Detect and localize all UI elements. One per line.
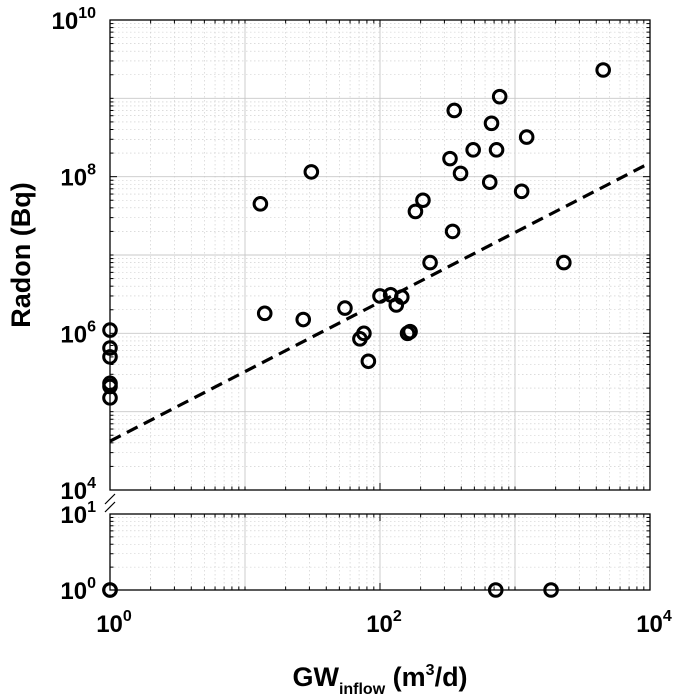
y-tick-label: 100 bbox=[60, 575, 96, 605]
fit-line-group bbox=[109, 161, 651, 443]
data-point bbox=[372, 288, 388, 304]
y-tick-label: 104 bbox=[60, 475, 96, 505]
y-tick-label: 108 bbox=[60, 162, 96, 192]
data-point bbox=[442, 150, 458, 167]
x-tick-label: 104 bbox=[636, 608, 672, 638]
data-point bbox=[488, 142, 505, 158]
fit-line bbox=[109, 161, 651, 443]
data-point bbox=[491, 88, 508, 105]
axis-ticks bbox=[109, 20, 650, 591]
data-point bbox=[393, 289, 410, 305]
data-point bbox=[102, 340, 118, 356]
data-point bbox=[483, 115, 500, 132]
data-point bbox=[252, 196, 269, 212]
break-slash bbox=[104, 493, 116, 505]
data-point bbox=[402, 323, 418, 340]
data-point bbox=[415, 192, 431, 209]
axis-break bbox=[104, 491, 118, 513]
y-tick-label: 106 bbox=[60, 318, 96, 348]
y-tick-label: 101 bbox=[60, 499, 96, 529]
data-point bbox=[356, 325, 372, 342]
data-point bbox=[518, 129, 535, 145]
tick-labels: 100 102 104 104 106 108 1010 100 101 bbox=[52, 5, 672, 638]
data-point bbox=[337, 300, 353, 316]
y-tick-label: 1010 bbox=[52, 5, 97, 35]
data-point bbox=[444, 223, 461, 240]
data-point bbox=[360, 353, 377, 370]
data-point bbox=[102, 582, 118, 598]
data-point bbox=[595, 62, 611, 78]
data-point bbox=[256, 305, 273, 322]
break-gap bbox=[104, 491, 118, 513]
x-axis-title: GWinflow (m3/d) bbox=[292, 662, 467, 694]
data-point bbox=[556, 254, 572, 271]
data-point bbox=[102, 349, 118, 365]
data-point bbox=[102, 322, 118, 338]
break-slash bbox=[104, 501, 116, 513]
data-point bbox=[446, 102, 463, 119]
data-point bbox=[102, 390, 118, 406]
y-axis-title: Radon (Bq) bbox=[6, 182, 36, 327]
data-point bbox=[465, 142, 481, 158]
data-point bbox=[487, 582, 504, 598]
data-point bbox=[407, 203, 424, 220]
x-tick-label: 102 bbox=[366, 608, 402, 638]
data-markers bbox=[102, 62, 611, 598]
data-point bbox=[295, 311, 312, 328]
data-point bbox=[481, 174, 498, 190]
grid-lines bbox=[110, 20, 650, 590]
data-point bbox=[303, 164, 320, 180]
data-point bbox=[422, 254, 438, 271]
x-tick-label: 100 bbox=[96, 608, 132, 638]
data-point bbox=[513, 183, 530, 200]
data-point bbox=[543, 582, 559, 598]
data-point bbox=[452, 165, 469, 182]
